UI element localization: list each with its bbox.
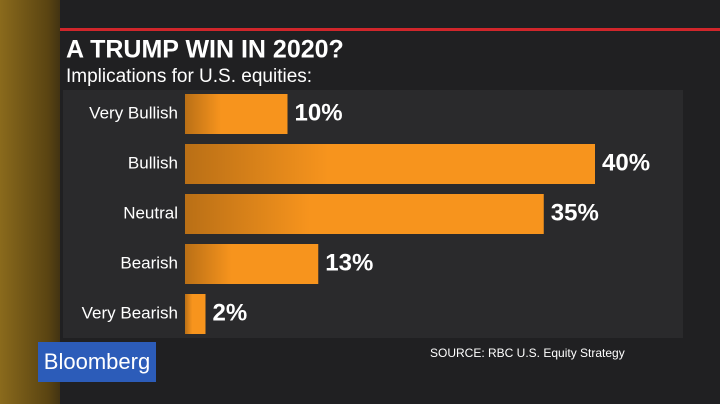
bar-shade bbox=[185, 194, 544, 234]
category-label: Bearish bbox=[120, 253, 178, 272]
brand-box bbox=[38, 342, 156, 382]
red-rule bbox=[60, 28, 720, 31]
bar-shade bbox=[185, 144, 595, 184]
source: SOURCE: RBC U.S. Equity Strategy bbox=[430, 346, 625, 360]
value-label: 40% bbox=[602, 149, 650, 176]
chart-subtitle: Implications for U.S. equities: bbox=[66, 66, 312, 87]
category-label: Very Bearish bbox=[82, 303, 178, 322]
value-label: 2% bbox=[213, 299, 248, 326]
value-label: 10% bbox=[295, 99, 343, 126]
bar-shade bbox=[185, 94, 288, 134]
category-label: Very Bullish bbox=[89, 103, 178, 122]
bar-shade bbox=[185, 294, 206, 334]
chart-title: A TRUMP WIN IN 2020? bbox=[66, 36, 344, 64]
bar-shade bbox=[185, 244, 319, 284]
category-label: Neutral bbox=[123, 203, 178, 222]
category-label: Bullish bbox=[128, 153, 178, 172]
brand: Bloomberg bbox=[44, 349, 150, 374]
value-label: 13% bbox=[325, 249, 373, 276]
value-label: 35% bbox=[551, 199, 599, 226]
